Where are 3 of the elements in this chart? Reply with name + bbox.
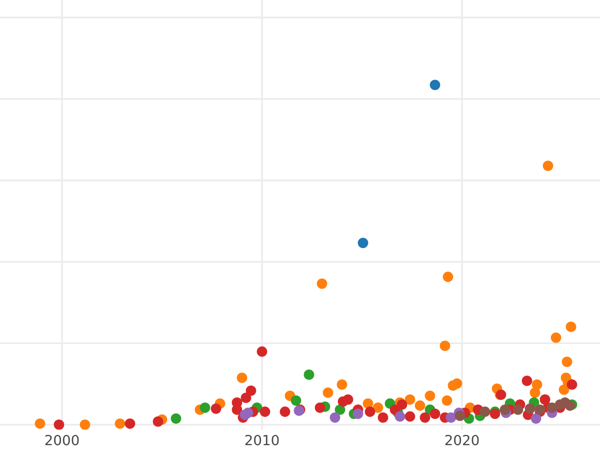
x-tick-label: 2000 [45, 434, 79, 446]
x-tick-label: 2020 [445, 434, 479, 446]
x-tick-label: 2010 [245, 434, 279, 446]
